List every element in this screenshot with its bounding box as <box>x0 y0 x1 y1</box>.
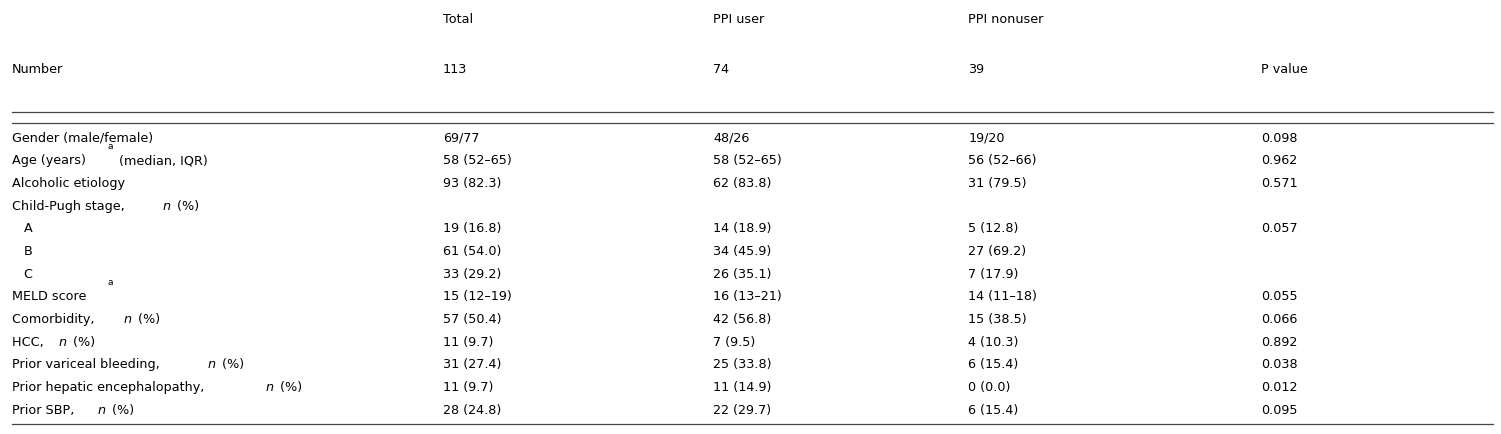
Text: 15 (12–19): 15 (12–19) <box>443 290 512 302</box>
Text: 0.095: 0.095 <box>1261 403 1297 416</box>
Text: 0.962: 0.962 <box>1261 154 1297 167</box>
Text: 0.012: 0.012 <box>1261 380 1297 393</box>
Text: 0.098: 0.098 <box>1261 132 1297 145</box>
Text: 19 (16.8): 19 (16.8) <box>443 222 501 235</box>
Text: 33 (29.2): 33 (29.2) <box>443 267 501 280</box>
Text: 48/26: 48/26 <box>713 132 749 145</box>
Text: Prior hepatic encephalopathy,: Prior hepatic encephalopathy, <box>12 380 209 393</box>
Text: 62 (83.8): 62 (83.8) <box>713 177 772 190</box>
Text: 34 (45.9): 34 (45.9) <box>713 244 772 257</box>
Text: Alcoholic etiology: Alcoholic etiology <box>12 177 125 190</box>
Text: 27 (69.2): 27 (69.2) <box>968 244 1027 257</box>
Text: P value: P value <box>1261 63 1307 76</box>
Text: 61 (54.0): 61 (54.0) <box>443 244 501 257</box>
Text: PPI nonuser: PPI nonuser <box>968 13 1043 26</box>
Text: Prior SBP,: Prior SBP, <box>12 403 78 416</box>
Text: 0.066: 0.066 <box>1261 312 1297 326</box>
Text: 93 (82.3): 93 (82.3) <box>443 177 501 190</box>
Text: 6 (15.4): 6 (15.4) <box>968 403 1018 416</box>
Text: PPI user: PPI user <box>713 13 764 26</box>
Text: 0 (0.0): 0 (0.0) <box>968 380 1010 393</box>
Text: n: n <box>123 312 132 326</box>
Text: 14 (18.9): 14 (18.9) <box>713 222 772 235</box>
Text: 31 (79.5): 31 (79.5) <box>968 177 1027 190</box>
Text: 57 (50.4): 57 (50.4) <box>443 312 501 326</box>
Text: (%): (%) <box>69 335 95 348</box>
Text: Number: Number <box>12 63 63 76</box>
Text: 16 (13–21): 16 (13–21) <box>713 290 782 302</box>
Text: 28 (24.8): 28 (24.8) <box>443 403 501 416</box>
Text: n: n <box>59 335 66 348</box>
Text: 0.057: 0.057 <box>1261 222 1297 235</box>
Text: 0.055: 0.055 <box>1261 290 1297 302</box>
Text: 0.892: 0.892 <box>1261 335 1297 348</box>
Text: 5 (12.8): 5 (12.8) <box>968 222 1019 235</box>
Text: C: C <box>12 267 33 280</box>
Text: 42 (56.8): 42 (56.8) <box>713 312 772 326</box>
Text: 58 (52–65): 58 (52–65) <box>713 154 782 167</box>
Text: 22 (29.7): 22 (29.7) <box>713 403 772 416</box>
Text: 113: 113 <box>443 63 467 76</box>
Text: n: n <box>162 199 171 212</box>
Text: (%): (%) <box>108 403 134 416</box>
Text: 25 (33.8): 25 (33.8) <box>713 358 772 371</box>
Text: (median, IQR): (median, IQR) <box>114 154 207 167</box>
Text: Comorbidity,: Comorbidity, <box>12 312 99 326</box>
Text: 11 (14.9): 11 (14.9) <box>713 380 772 393</box>
Text: a: a <box>108 142 113 151</box>
Text: 4 (10.3): 4 (10.3) <box>968 335 1019 348</box>
Text: 69/77: 69/77 <box>443 132 479 145</box>
Text: 19/20: 19/20 <box>968 132 1004 145</box>
Text: 31 (27.4): 31 (27.4) <box>443 358 501 371</box>
Text: B: B <box>12 244 33 257</box>
Text: 0.571: 0.571 <box>1261 177 1297 190</box>
Text: Gender (male/female): Gender (male/female) <box>12 132 153 145</box>
Text: (%): (%) <box>218 358 245 371</box>
Text: a: a <box>108 278 114 286</box>
Text: 58 (52–65): 58 (52–65) <box>443 154 512 167</box>
Text: 26 (35.1): 26 (35.1) <box>713 267 772 280</box>
Text: n: n <box>207 358 216 371</box>
Text: Total: Total <box>443 13 473 26</box>
Text: 39: 39 <box>968 63 985 76</box>
Text: Age (years): Age (years) <box>12 154 86 167</box>
Text: 6 (15.4): 6 (15.4) <box>968 358 1018 371</box>
Text: MELD score: MELD score <box>12 290 87 302</box>
Text: 14 (11–18): 14 (11–18) <box>968 290 1037 302</box>
Text: (%): (%) <box>173 199 200 212</box>
Text: n: n <box>98 403 105 416</box>
Text: HCC,: HCC, <box>12 335 48 348</box>
Text: (%): (%) <box>134 312 161 326</box>
Text: n: n <box>266 380 273 393</box>
Text: 74: 74 <box>713 63 729 76</box>
Text: (%): (%) <box>276 380 302 393</box>
Text: 7 (17.9): 7 (17.9) <box>968 267 1019 280</box>
Text: A: A <box>12 222 33 235</box>
Text: Child-Pugh stage,: Child-Pugh stage, <box>12 199 129 212</box>
Text: 0.038: 0.038 <box>1261 358 1297 371</box>
Text: 11 (9.7): 11 (9.7) <box>443 380 494 393</box>
Text: 15 (38.5): 15 (38.5) <box>968 312 1027 326</box>
Text: Prior variceal bleeding,: Prior variceal bleeding, <box>12 358 164 371</box>
Text: 56 (52–66): 56 (52–66) <box>968 154 1037 167</box>
Text: 7 (9.5): 7 (9.5) <box>713 335 755 348</box>
Text: 11 (9.7): 11 (9.7) <box>443 335 494 348</box>
